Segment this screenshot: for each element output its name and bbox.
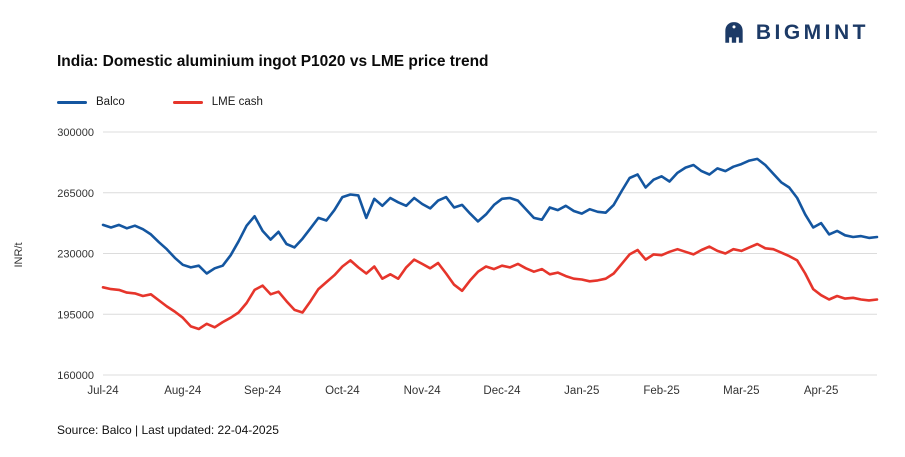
x-tick-label: Mar-25 bbox=[723, 385, 759, 397]
y-tick-label: 265000 bbox=[57, 188, 94, 200]
source-note: Source: Balco | Last updated: 22-04-2025 bbox=[57, 423, 279, 437]
x-tick-label: Feb-25 bbox=[643, 385, 679, 397]
legend-swatch-balco bbox=[57, 100, 87, 104]
chart-title: India: Domestic aluminium ingot P1020 vs… bbox=[57, 53, 489, 70]
lme-cash-line bbox=[101, 242, 879, 331]
y-axis-title: INR/t bbox=[13, 242, 25, 267]
x-tick-label: Dec-24 bbox=[483, 385, 521, 397]
legend-swatch-lme-cash bbox=[172, 100, 203, 104]
chart-area: 160000 195000 230000 265000 300000 Jul-24 Aug… bbox=[13, 127, 879, 397]
y-tick-label: 230000 bbox=[57, 249, 94, 261]
x-tick-label: Sep-24 bbox=[244, 385, 282, 397]
y-tick-labels: 160000 195000 230000 265000 300000 bbox=[57, 127, 94, 382]
x-tick-label: Nov-24 bbox=[404, 385, 442, 397]
x-tick-label: Aug-24 bbox=[164, 385, 202, 397]
bigmint-logo: BIGMINT bbox=[721, 20, 869, 46]
legend-label-lme-cash: LME cash bbox=[211, 96, 263, 108]
legend: Balco LME cash bbox=[57, 96, 263, 108]
y-tick-label: 195000 bbox=[57, 309, 94, 321]
x-tick-label: Jul-24 bbox=[87, 385, 119, 397]
balco-line bbox=[101, 157, 879, 275]
legend-item-balco: Balco bbox=[57, 96, 125, 108]
x-tick-label: Jan-25 bbox=[564, 385, 599, 397]
y-gridlines bbox=[103, 131, 877, 376]
x-tick-labels: Jul-24 Aug-24 Sep-24 Oct-24 Nov-24 Dec-24 Jan-… bbox=[87, 385, 838, 397]
y-tick-label: 300000 bbox=[57, 127, 94, 139]
legend-label-balco: Balco bbox=[96, 96, 125, 108]
bigmint-logo-icon bbox=[725, 22, 743, 43]
legend-item-lme-cash: LME cash bbox=[172, 96, 263, 108]
x-tick-label: Apr-25 bbox=[804, 385, 839, 397]
bigmint-logo-text: BIGMINT bbox=[755, 21, 869, 44]
y-tick-label: 160000 bbox=[57, 370, 94, 382]
series-lines bbox=[101, 157, 879, 331]
x-tick-label: Oct-24 bbox=[325, 385, 360, 397]
